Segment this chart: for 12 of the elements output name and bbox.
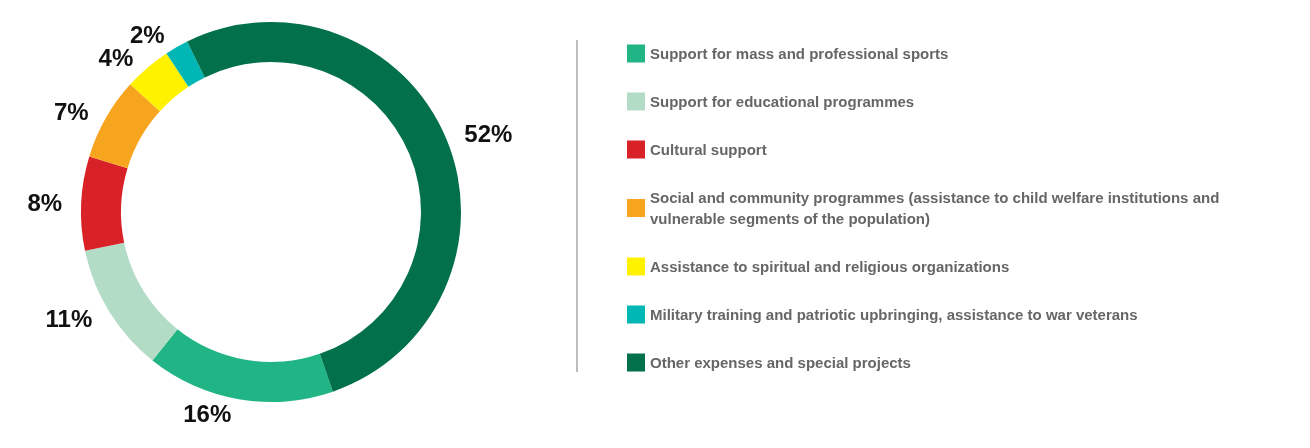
data-label: 16% [183,399,232,427]
data-label: 11% [45,305,93,333]
legend-label: Military training and patriotic upbringing, assistance to war veterans [650,306,1138,323]
legend-label: Social and community programmes (assistance to child welfare institutions and vulnerable segments of the population) [650,189,1224,227]
legend-label: Other expenses and special projects [650,354,911,371]
data-label: 7% [53,97,89,125]
legend-label: Support for mass and professional sports [650,45,949,62]
data-label: 52% [464,120,513,148]
legend-label: Cultural support [650,141,767,158]
data-label: 8% [27,189,63,217]
legend-label: Assistance to spiritual and religious organizations [650,258,1010,275]
legend-label: Support for educational programmes [650,93,915,110]
